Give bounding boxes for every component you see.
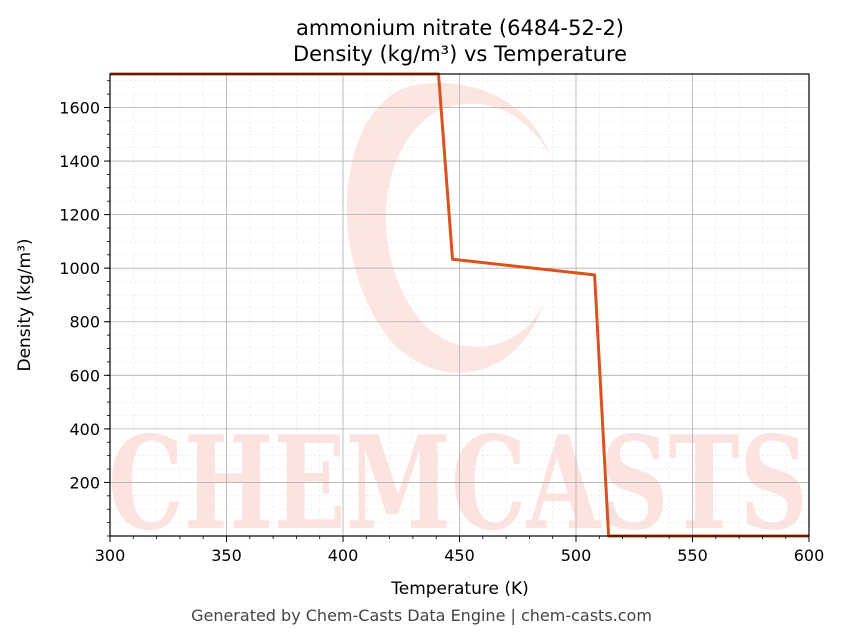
- x-axis-label: Temperature (K): [390, 579, 529, 599]
- y-tick-label: 1400: [59, 152, 100, 171]
- footer-credit: Generated by Chem-Casts Data Engine | ch…: [191, 606, 652, 625]
- x-tick-label: 550: [677, 546, 708, 565]
- y-tick-label: 200: [69, 473, 100, 492]
- x-tick-label: 300: [95, 546, 126, 565]
- x-tick-label: 400: [328, 546, 359, 565]
- y-tick-label: 1000: [59, 259, 100, 278]
- y-tick-label: 1200: [59, 206, 100, 225]
- x-tick-label: 500: [561, 546, 592, 565]
- y-axis-label: Density (kg/m³): [15, 238, 35, 371]
- x-tick-label: 600: [794, 546, 825, 565]
- x-tick-label: 350: [211, 546, 242, 565]
- chemcasts-watermark: CHEMCASTS: [108, 82, 808, 559]
- y-tick-label: 1600: [59, 98, 100, 117]
- y-tick-label: 400: [69, 420, 100, 439]
- chart-subtitle: Density (kg/m³) vs Temperature: [293, 42, 627, 66]
- chart-title: ammonium nitrate (6484-52-2): [296, 16, 624, 40]
- x-axis: 300 350 400 450 500 550 600: [95, 536, 825, 565]
- major-grid: [109, 74, 810, 536]
- y-tick-label: 600: [69, 366, 100, 385]
- y-axis: 200 400 600 800 1000 1200 1400 1600: [59, 80, 110, 537]
- watermark-logo-swirl: [346, 82, 550, 373]
- watermark-text: CHEMCASTS: [108, 409, 808, 559]
- x-tick-label: 450: [444, 546, 475, 565]
- y-tick-label: 800: [69, 313, 100, 332]
